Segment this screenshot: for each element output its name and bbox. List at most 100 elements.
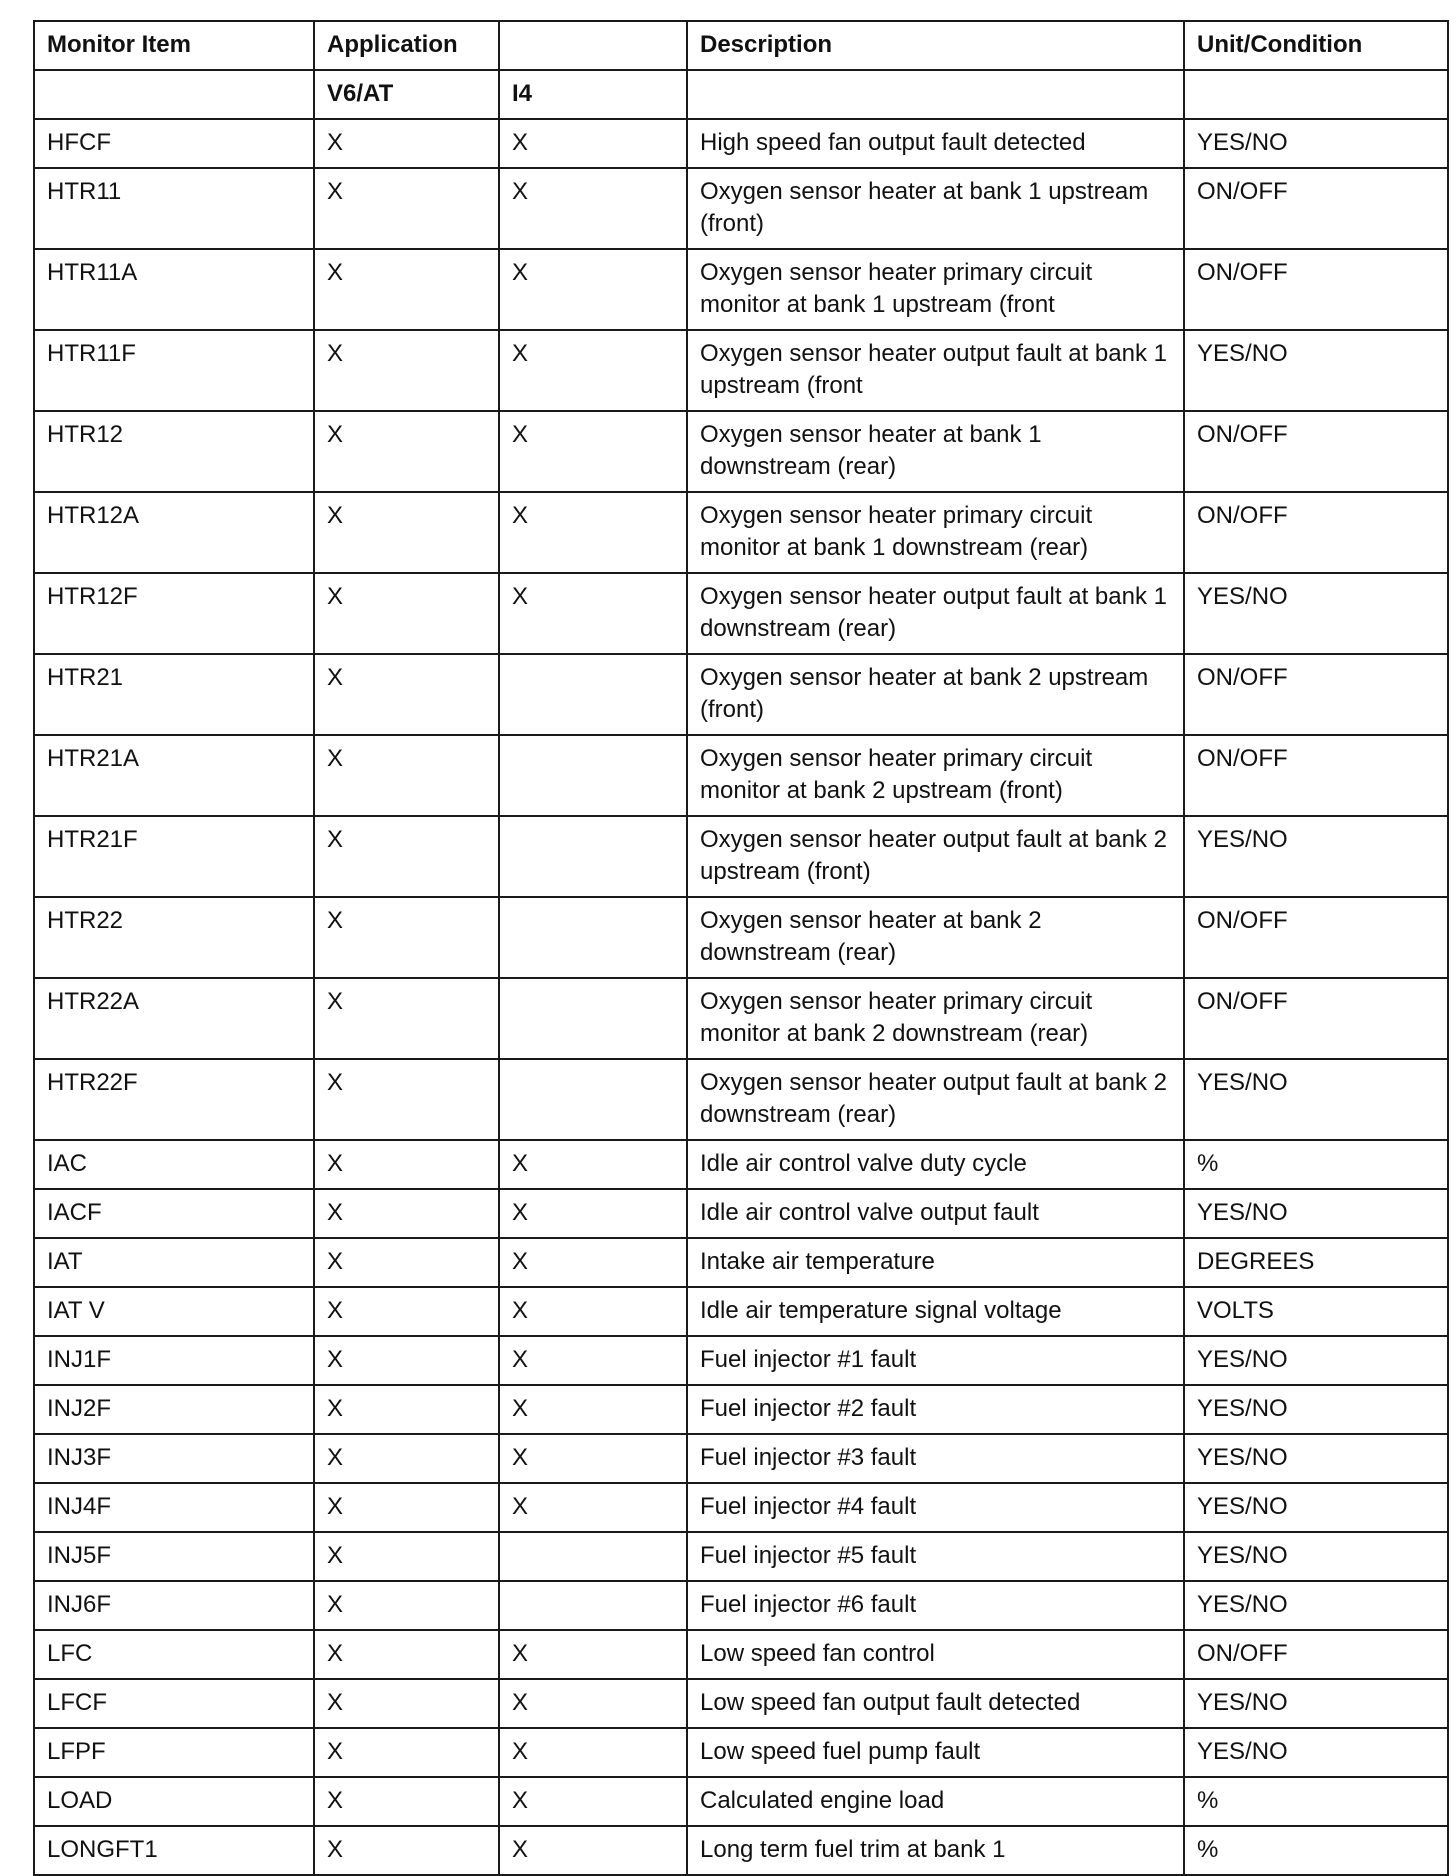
i4-cell: X <box>498 1286 688 1337</box>
description-cell: Calculated engine load <box>686 1776 1185 1827</box>
monitor-item-cell: INJ5F <box>33 1531 315 1582</box>
monitor-item-cell: IAT <box>33 1237 315 1288</box>
description-cell: Idle air control valve duty cycle <box>686 1139 1185 1190</box>
table-row: HTR12A X X Oxygen sensor heater primary cir… <box>33 491 1449 574</box>
table-row: IAT V X X Idle air temperature signal volta… <box>33 1286 1449 1337</box>
description-cell: Oxygen sensor heater primary circuit mon… <box>686 734 1185 817</box>
v6at-cell: X <box>313 1629 500 1680</box>
description-cell: Idle air control valve output fault <box>686 1188 1185 1239</box>
description-cell: Fuel injector #6 fault <box>686 1580 1185 1631</box>
table-row: INJ4F X X Fuel injector #4 fault YES/NO <box>33 1482 1449 1533</box>
unit-cell: YES/NO <box>1183 1482 1449 1533</box>
description-cell: High speed fan output fault detected <box>686 118 1185 169</box>
table-row: IACF X X Idle air control valve output faul… <box>33 1188 1449 1239</box>
monitor-item-cell: IACF <box>33 1188 315 1239</box>
unit-cell: YES/NO <box>1183 1727 1449 1778</box>
unit-cell: YES/NO <box>1183 1384 1449 1435</box>
table-row: IAC X X Idle air control valve duty cycle% <box>33 1139 1449 1190</box>
header-blank <box>498 20 688 71</box>
subheader-i4: I4 <box>498 69 688 120</box>
unit-cell: YES/NO <box>1183 572 1449 655</box>
i4-cell: X <box>498 329 688 412</box>
monitor-item-cell: INJ6F <box>33 1580 315 1631</box>
table-row: INJ2F X X Fuel injector #2 fault YES/NO <box>33 1384 1449 1435</box>
i4-cell: X <box>498 572 688 655</box>
description-cell: Idle air temperature signal voltage <box>686 1286 1185 1337</box>
v6at-cell: X <box>313 1482 500 1533</box>
i4-cell <box>498 977 688 1060</box>
unit-cell: YES/NO <box>1183 815 1449 898</box>
i4-cell: X <box>498 248 688 331</box>
v6at-cell: X <box>313 1580 500 1631</box>
v6at-cell: X <box>313 491 500 574</box>
table-row: INJ5F X Fuel injector #5 fault YES/NO <box>33 1531 1449 1582</box>
header-unit-condition: Unit/Condition <box>1183 20 1449 71</box>
i4-cell: X <box>498 1139 688 1190</box>
monitor-item-cell: HTR12 <box>33 410 315 493</box>
i4-cell: X <box>498 1727 688 1778</box>
description-cell: Oxygen sensor heater at bank 2 upstream … <box>686 653 1185 736</box>
monitor-items-table: Monitor Item Application Description Uni… <box>33 20 1449 1876</box>
unit-cell: ON/OFF <box>1183 653 1449 736</box>
monitor-item-cell: HTR11A <box>33 248 315 331</box>
table-row: HTR11 X X Oxygen sensor heater at bank 1 up… <box>33 167 1449 250</box>
i4-cell: X <box>498 1433 688 1484</box>
i4-cell: X <box>498 1384 688 1435</box>
monitor-item-cell: IAC <box>33 1139 315 1190</box>
description-cell: Oxygen sensor heater primary circuit mon… <box>686 491 1185 574</box>
subheader-empty <box>686 69 1185 120</box>
v6at-cell: X <box>313 1433 500 1484</box>
table-row: IAT X X Intake air temperature DEGREES <box>33 1237 1449 1288</box>
i4-cell <box>498 653 688 736</box>
table-row: HTR11A X X Oxygen sensor heater primary cir… <box>33 248 1449 331</box>
unit-cell: YES/NO <box>1183 329 1449 412</box>
table-row: INJ1F X X Fuel injector #1 fault YES/NO <box>33 1335 1449 1386</box>
monitor-item-cell: INJ1F <box>33 1335 315 1386</box>
v6at-cell: X <box>313 896 500 979</box>
monitor-item-cell: INJ4F <box>33 1482 315 1533</box>
description-cell: Oxygen sensor heater output fault at ban… <box>686 815 1185 898</box>
i4-cell <box>498 1058 688 1141</box>
table-row: HTR22F X Oxygen sensor heater output fault… <box>33 1058 1449 1141</box>
table-row: INJ3F X X Fuel injector #3 fault YES/NO <box>33 1433 1449 1484</box>
monitor-item-cell: HTR22 <box>33 896 315 979</box>
description-cell: Oxygen sensor heater at bank 1 downstrea… <box>686 410 1185 493</box>
i4-cell: X <box>498 167 688 250</box>
v6at-cell: X <box>313 1727 500 1778</box>
unit-cell: YES/NO <box>1183 1580 1449 1631</box>
description-cell: Oxygen sensor heater output fault at ban… <box>686 329 1185 412</box>
description-cell: Fuel injector #5 fault <box>686 1531 1185 1582</box>
unit-cell: ON/OFF <box>1183 1629 1449 1680</box>
unit-cell: ON/OFF <box>1183 977 1449 1060</box>
i4-cell: X <box>498 1188 688 1239</box>
monitor-item-cell: HTR22F <box>33 1058 315 1141</box>
subheader-row: V6/AT I4 <box>33 69 1449 120</box>
description-cell: Oxygen sensor heater primary circuit mon… <box>686 248 1185 331</box>
unit-cell: YES/NO <box>1183 1188 1449 1239</box>
i4-cell: X <box>498 1825 688 1876</box>
table-row: HTR22 X Oxygen sensor heater at bank 2 dow… <box>33 896 1449 979</box>
description-cell: Long term fuel trim at bank 1 <box>686 1825 1185 1876</box>
v6at-cell: X <box>313 118 500 169</box>
description-cell: Fuel injector #1 fault <box>686 1335 1185 1386</box>
description-cell: Intake air temperature <box>686 1237 1185 1288</box>
monitor-item-cell: INJ2F <box>33 1384 315 1435</box>
table-row: LFPF X X Low speed fuel pump fault YES/NO <box>33 1727 1449 1778</box>
v6at-cell: X <box>313 1188 500 1239</box>
monitor-item-cell: LFPF <box>33 1727 315 1778</box>
description-cell: Low speed fuel pump fault <box>686 1727 1185 1778</box>
v6at-cell: X <box>313 167 500 250</box>
subheader-empty <box>33 69 315 120</box>
v6at-cell: X <box>313 1776 500 1827</box>
i4-cell <box>498 896 688 979</box>
unit-cell: ON/OFF <box>1183 734 1449 817</box>
i4-cell: X <box>498 491 688 574</box>
v6at-cell: X <box>313 410 500 493</box>
i4-cell: X <box>498 1482 688 1533</box>
unit-cell: ON/OFF <box>1183 896 1449 979</box>
header-description: Description <box>686 20 1185 71</box>
i4-cell <box>498 815 688 898</box>
description-cell: Fuel injector #3 fault <box>686 1433 1185 1484</box>
header-application: Application <box>313 20 500 71</box>
monitor-item-cell: LOAD <box>33 1776 315 1827</box>
